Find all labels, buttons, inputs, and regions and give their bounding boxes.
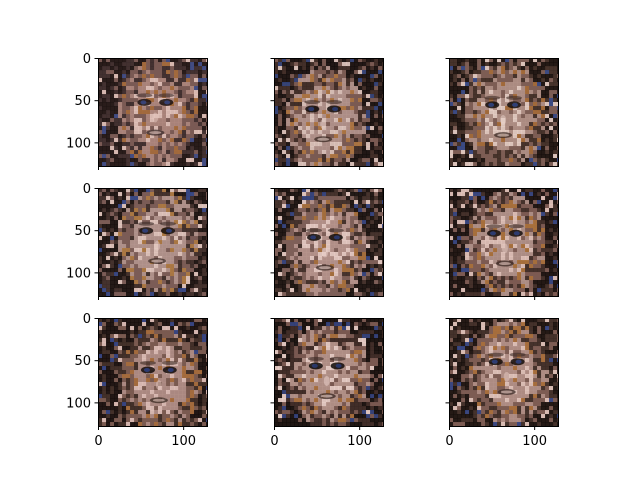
- y-tick-label: 100: [66, 136, 91, 151]
- subplot-r3-c1: 0 50 100 0 100: [66, 312, 208, 449]
- x-tick-label: 0: [445, 434, 453, 449]
- generated-face-sample: [449, 318, 558, 426]
- x-tick-label: 100: [347, 434, 372, 449]
- y-tick-label: 100: [66, 396, 91, 411]
- axes-frame: [98, 188, 208, 297]
- axes-frame: [274, 58, 384, 167]
- subplot-r3-c3: 0 100: [445, 318, 559, 449]
- subplot-r2-c2: [270, 188, 384, 300]
- y-tick-label: 50: [74, 224, 91, 239]
- axes-frame: [98, 58, 208, 167]
- subplot-r1-c1: 0 50 100: [66, 52, 208, 170]
- generated-face-sample: [449, 188, 558, 296]
- generated-face-sample: [274, 58, 383, 166]
- x-tick-label: 100: [522, 434, 547, 449]
- generated-face-sample: [98, 188, 207, 296]
- subplot-r3-c2: 0 100: [270, 318, 384, 449]
- generated-face-sample: [449, 58, 558, 166]
- axes-frame: [274, 188, 384, 297]
- x-tick-label: 100: [171, 434, 196, 449]
- y-tick-label: 0: [83, 52, 91, 67]
- x-tick-label: 0: [94, 434, 102, 449]
- y-tick-label: 100: [66, 266, 91, 281]
- axes-frame: [449, 318, 559, 427]
- axes-frame: [449, 58, 559, 167]
- subplot-r1-c3: [445, 58, 559, 170]
- generated-face-sample: [98, 58, 207, 166]
- axes-frame: [449, 188, 559, 297]
- generated-face-sample: [274, 188, 383, 296]
- generated-face-sample: [98, 318, 207, 426]
- y-tick-label: 0: [83, 312, 91, 327]
- subplot-r2-c1: 0 50 100: [66, 182, 208, 300]
- generated-face-sample: [274, 318, 383, 426]
- y-tick-label: 50: [74, 94, 91, 109]
- x-tick-label: 0: [270, 434, 278, 449]
- y-tick-label: 50: [74, 354, 91, 369]
- axes-frame: [274, 318, 384, 427]
- y-tick-label: 0: [83, 182, 91, 197]
- subplot-r1-c2: [270, 58, 384, 170]
- subplot-r2-c3: [445, 188, 559, 300]
- axes-frame: [98, 318, 208, 427]
